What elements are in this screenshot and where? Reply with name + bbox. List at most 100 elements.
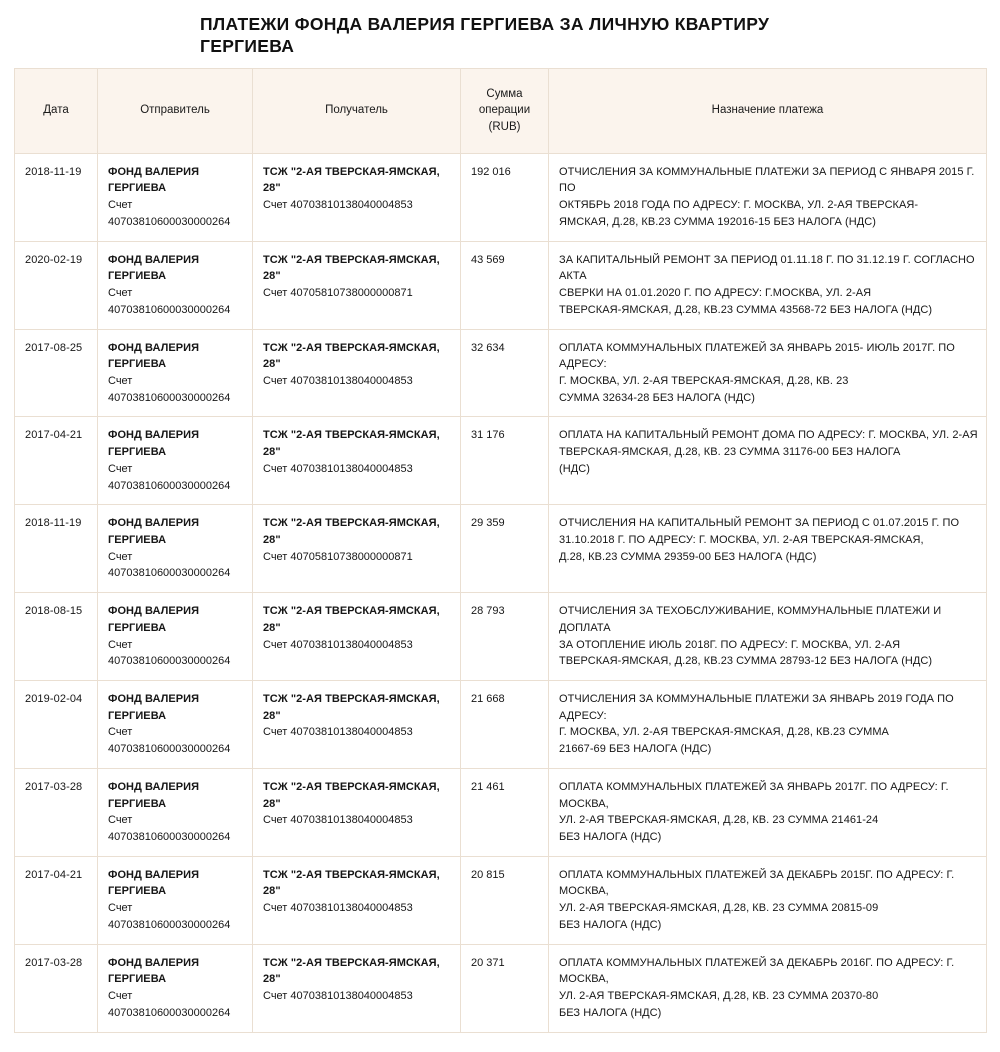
column-header-purpose: Назначение платежа	[548, 67, 987, 154]
purpose-line: ОПЛАТА КОММУНАЛЬНЫХ ПЛАТЕЖЕЙ ЗА ДЕКАБРЬ …	[559, 868, 955, 898]
purpose-line: ОПЛАТА КОММУНАЛЬНЫХ ПЛАТЕЖЕЙ ЗА ЯНВАРЬ 2…	[559, 341, 955, 371]
sender-account-number: 40703810600030000264	[108, 831, 231, 844]
table-row: 2017-03-28 ФОНД ВАЛЕРИЯ ГЕРГИЕВА Счет 407038…	[14, 943, 987, 1033]
cell-recipient: ТСЖ "2-АЯ ТВЕРСКАЯ-ЯМСКАЯ, 28" Счет 40703…	[252, 767, 461, 857]
sender-account-label: Счет	[108, 550, 133, 563]
purpose-line: БЕЗ НАЛОГА (НДС)	[559, 1006, 662, 1019]
purpose-line: ОПЛАТА НА КАПИТАЛЬНЫЙ РЕМОНТ ДОМА ПО АДР…	[559, 429, 978, 442]
cell-recipient: ТСЖ "2-АЯ ТВЕРСКАЯ-ЯМСКАЯ, 28" Счет 40703…	[252, 855, 461, 945]
column-header-amount-line1: Сумма	[486, 87, 523, 100]
purpose-line: ЗА ОТОПЛЕНИЕ ИЮЛЬ 2018Г. ПО АДРЕСУ: Г. М…	[559, 638, 901, 651]
purpose-line: ОПЛАТА КОММУНАЛЬНЫХ ПЛАТЕЖЕЙ ЗА ЯНВАРЬ 2…	[559, 780, 949, 810]
sender-name-line1: ФОНД ВАЛЕРИЯ	[108, 780, 200, 793]
cell-purpose: ОПЛАТА НА КАПИТАЛЬНЫЙ РЕМОНТ ДОМА ПО АДР…	[548, 416, 987, 506]
sender-name-line1: ФОНД ВАЛЕРИЯ	[108, 253, 200, 266]
cell-sender: ФОНД ВАЛЕРИЯ ГЕРГИЕВА Счет 4070381060003000…	[97, 416, 253, 506]
purpose-line: УЛ. 2-АЯ ТВЕРСКАЯ-ЯМСКАЯ, Д.28, КВ. 23 С…	[559, 814, 879, 827]
sender-name-line1: ФОНД ВАЛЕРИЯ	[108, 429, 200, 442]
cell-recipient: ТСЖ "2-АЯ ТВЕРСКАЯ-ЯМСКАЯ, 28" Счет 40705…	[252, 240, 461, 330]
cell-amount: 192 016	[460, 152, 549, 242]
purpose-line: 21667-69 БЕЗ НАЛОГА (НДС)	[559, 743, 712, 756]
sender-name-line2: ГЕРГИЕВА	[108, 358, 167, 371]
recipient-name: ТСЖ "2-АЯ ТВЕРСКАЯ-ЯМСКАЯ, 28"	[263, 868, 440, 898]
sender-name-line2: ГЕРГИЕВА	[108, 885, 167, 898]
sender-account-number: 40703810600030000264	[108, 391, 231, 404]
purpose-line: СУММА 32634-28 БЕЗ НАЛОГА (НДС)	[559, 391, 755, 404]
recipient-account-number: Счет 40703810138040004853	[263, 374, 413, 387]
sender-account-label: Счет	[108, 902, 133, 915]
recipient-account-number: Счет 40703810138040004853	[263, 638, 413, 651]
recipient-name: ТСЖ "2-АЯ ТВЕРСКАЯ-ЯМСКАЯ, 28"	[263, 253, 440, 283]
recipient-name: ТСЖ "2-АЯ ТВЕРСКАЯ-ЯМСКАЯ, 28"	[263, 429, 440, 459]
sender-account-number: 40703810600030000264	[108, 743, 231, 756]
cell-amount: 20 371	[460, 943, 549, 1033]
sender-account-label: Счет	[108, 990, 133, 1003]
cell-recipient: ТСЖ "2-АЯ ТВЕРСКАЯ-ЯМСКАЯ, 28" Счет 40705…	[252, 504, 461, 594]
recipient-account-number: Счет 40705810738000000871	[263, 550, 413, 563]
column-header-recipient: Получатель	[252, 67, 461, 154]
sender-name-line2: ГЕРГИЕВА	[108, 709, 167, 722]
sender-name-line1: ФОНД ВАЛЕРИЯ	[108, 693, 200, 705]
recipient-name: ТСЖ "2-АЯ ТВЕРСКАЯ-ЯМСКАЯ, 28"	[263, 165, 440, 195]
sender-name-line2: ГЕРГИЕВА	[108, 797, 167, 810]
sender-account-number: 40703810600030000264	[108, 567, 231, 580]
cell-sender: ФОНД ВАЛЕРИЯ ГЕРГИЕВА Счет 4070381060003000…	[97, 943, 253, 1033]
sender-name-line2: ГЕРГИЕВА	[108, 270, 167, 283]
recipient-name: ТСЖ "2-АЯ ТВЕРСКАЯ-ЯМСКАЯ, 28"	[263, 605, 440, 634]
cell-recipient: ТСЖ "2-АЯ ТВЕРСКАЯ-ЯМСКАЯ, 28" Счет 40703…	[252, 152, 461, 242]
cell-purpose: ОПЛАТА КОММУНАЛЬНЫХ ПЛАТЕЖЕЙ ЗА ЯНВАРЬ 2…	[548, 767, 987, 857]
table-header: Дата Отправитель Получатель Сумма операц…	[14, 67, 987, 154]
cell-amount: 31 176	[460, 416, 549, 506]
purpose-line: Г. МОСКВА, УЛ. 2-АЯ ТВЕРСКАЯ-ЯМСКАЯ, Д.2…	[559, 374, 849, 387]
page-title: ПЛАТЕЖИ ФОНДА ВАЛЕРИЯ ГЕРГИЕВА ЗА ЛИЧНУЮ…	[200, 14, 770, 56]
cell-date: 2017-03-28	[14, 767, 98, 857]
title-block: ПЛАТЕЖИ ФОНДА ВАЛЕРИЯ ГЕРГИЕВА ЗА ЛИЧНУЮ…	[0, 0, 1000, 68]
sender-account-label: Счет	[108, 462, 133, 475]
table-row: 2017-03-28 ФОНД ВАЛЕРИЯ ГЕРГИЕВА Счет 407038…	[14, 767, 987, 857]
column-header-amount-line3: (RUB)	[488, 121, 521, 134]
cell-purpose: ЗА КАПИТАЛЬНЫЙ РЕМОНТ ЗА ПЕРИОД 01.11.18…	[548, 240, 987, 330]
sender-account-label: Счет	[108, 726, 133, 739]
sender-account-number: 40703810600030000264	[108, 215, 231, 228]
payments-table: Дата Отправитель Получатель Сумма операц…	[14, 67, 987, 1033]
column-header-amount-line2: операции	[478, 104, 531, 117]
column-header-date: Дата	[14, 67, 98, 154]
cell-purpose: ОТЧИСЛЕНИЯ ЗА КОММУНАЛЬНЫЕ ПЛАТЕЖИ ЗА ЯН…	[548, 680, 987, 769]
cell-date: 2019-02-04	[14, 680, 98, 769]
cell-amount: 20 815	[460, 855, 549, 945]
purpose-line: БЕЗ НАЛОГА (НДС)	[559, 831, 662, 844]
purpose-line: БЕЗ НАЛОГА (НДС)	[559, 918, 662, 931]
cell-sender: ФОНД ВАЛЕРИЯ ГЕРГИЕВА Счет 4070381060003000…	[97, 152, 253, 242]
cell-recipient: ТСЖ "2-АЯ ТВЕРСКАЯ-ЯМСКАЯ, 28" Счет 40703…	[252, 592, 461, 681]
recipient-name: ТСЖ "2-АЯ ТВЕРСКАЯ-ЯМСКАЯ, 28"	[263, 517, 440, 546]
sender-account-label: Счет	[108, 638, 133, 651]
recipient-account-number: Счет 40705810738000000871	[263, 287, 413, 300]
cell-recipient: ТСЖ "2-АЯ ТВЕРСКАЯ-ЯМСКАЯ, 28" Счет 40703…	[252, 416, 461, 506]
sender-name-line2: ГЕРГИЕВА	[108, 446, 167, 459]
purpose-line: ОТЧИСЛЕНИЯ ЗА КОММУНАЛЬНЫЕ ПЛАТЕЖИ ЗА ПЕ…	[559, 165, 975, 195]
column-header-sender: Отправитель	[97, 67, 253, 154]
cell-date: 2018-11-19	[14, 152, 98, 242]
recipient-name: ТСЖ "2-АЯ ТВЕРСКАЯ-ЯМСКАЯ, 28"	[263, 341, 440, 371]
purpose-line: ОТЧИСЛЕНИЯ НА КАПИТАЛЬНЫЙ РЕМОНТ ЗА ПЕРИ…	[559, 517, 960, 530]
cell-sender: ФОНД ВАЛЕРИЯ ГЕРГИЕВА Счет 4070381060003000…	[97, 680, 253, 769]
sender-account-number: 40703810600030000264	[108, 918, 231, 931]
recipient-name: ТСЖ "2-АЯ ТВЕРСКАЯ-ЯМСКАЯ, 28"	[263, 956, 440, 986]
sender-account-label: Счет	[108, 814, 133, 827]
sender-account-number: 40703810600030000264	[108, 303, 231, 316]
recipient-account-number: Счет 40703810138040004853	[263, 726, 413, 739]
purpose-line: ЗА КАПИТАЛЬНЫЙ РЕМОНТ ЗА ПЕРИОД 01.11.18…	[559, 253, 975, 283]
cell-sender: ФОНД ВАЛЕРИЯ ГЕРГИЕВА Счет 4070381060003000…	[97, 855, 253, 945]
table-row: 2017-08-25 ФОНД ВАЛЕРИЯ ГЕРГИЕВА Счет 407038…	[14, 328, 987, 418]
recipient-name: ТСЖ "2-АЯ ТВЕРСКАЯ-ЯМСКАЯ, 28"	[263, 780, 440, 810]
purpose-line: УЛ. 2-АЯ ТВЕРСКАЯ-ЯМСКАЯ, Д.28, КВ. 23 С…	[559, 990, 879, 1003]
cell-purpose: ОПЛАТА КОММУНАЛЬНЫХ ПЛАТЕЖЕЙ ЗА ЯНВАРЬ 2…	[548, 328, 987, 418]
cell-date: 2018-11-19	[14, 504, 98, 594]
cell-recipient: ТСЖ "2-АЯ ТВЕРСКАЯ-ЯМСКАЯ, 28" Счет 40703…	[252, 680, 461, 769]
purpose-line: ОПЛАТА КОММУНАЛЬНЫХ ПЛАТЕЖЕЙ ЗА ДЕКАБРЬ …	[559, 956, 955, 986]
sender-account-number: 40703810600030000264	[108, 655, 231, 668]
purpose-line: ОКТЯБРЬ 2018 ГОДА ПО АДРЕСУ: Г. МОСКВА, …	[559, 199, 919, 212]
cell-purpose: ОПЛАТА КОММУНАЛЬНЫХ ПЛАТЕЖЕЙ ЗА ДЕКАБРЬ …	[548, 943, 987, 1033]
cell-amount: 28 793	[460, 592, 549, 681]
